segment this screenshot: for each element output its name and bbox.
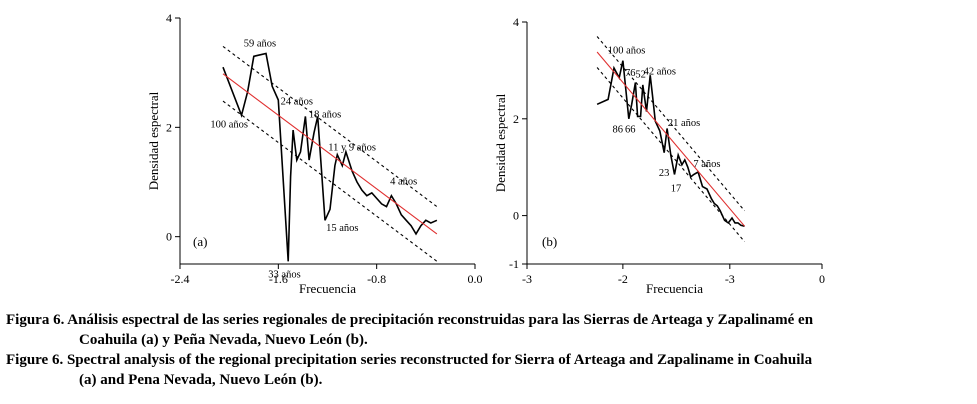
annotation-label: 7 años: [693, 159, 720, 170]
panel-label: (b): [542, 234, 557, 249]
caption-es-line2: Coahuila (a) y Peña Nevada, Nuevo León (…: [79, 331, 368, 349]
panel-label: (a): [193, 234, 207, 249]
annotation-label: 100 años: [608, 45, 646, 56]
annotation-label: 66: [625, 124, 636, 135]
annotation-label: 23: [659, 168, 670, 179]
chart-panel-b: -3 -2 -3 0 4 2 0 -1 Frecuencia Densidad espectral…: [493, 15, 825, 296]
x-tick-label: -0.8: [367, 272, 386, 286]
annotation-label: 11 y 9 años: [328, 142, 376, 153]
regression-line: [597, 52, 745, 226]
y-axis-label: Densidad espectral: [493, 93, 508, 192]
annotation-label: 33 años: [268, 270, 300, 281]
annotation-label: 24 años: [281, 96, 313, 107]
annotation-label: 86: [612, 124, 623, 135]
annotation-label: 18 años: [309, 109, 341, 120]
spectrum-line: [597, 61, 745, 227]
y-tick-label: 4: [166, 11, 172, 25]
y-tick-label: 4: [513, 15, 519, 29]
y-tick-label: 0: [166, 230, 172, 244]
annotation-label: 21 años: [668, 118, 700, 129]
annotation-label: 100 años: [210, 119, 248, 130]
annotation-label: 76: [625, 68, 636, 79]
caption-es-line1: Figura 6. Análisis espectral de las seri…: [6, 311, 813, 329]
x-tick-label: 0.0: [468, 272, 483, 286]
annotation-label: 4 años: [390, 177, 417, 188]
x-tick-label: -3: [725, 272, 735, 286]
y-tick-label: 0: [513, 209, 519, 223]
annotation-label: 15 años: [326, 223, 358, 234]
y-tick-label: 2: [513, 112, 519, 126]
x-tick-label: 0: [819, 272, 825, 286]
annotation-label: 59 años: [244, 38, 276, 49]
caption-en-line2: (a) and Pena Nevada, Nuevo León (b).: [79, 371, 322, 389]
y-tick-label: -1: [509, 257, 519, 271]
annotation-label: 17: [671, 183, 682, 194]
y-axis-label: Densidad espectral: [146, 91, 161, 190]
x-tick-label: -2.4: [171, 272, 190, 286]
y-tick-label: 2: [166, 120, 172, 134]
annotation-label: 42 años: [644, 66, 676, 77]
x-axis-label: Frecuencia: [646, 281, 703, 296]
x-tick-label: -3: [522, 272, 532, 286]
confidence-line: [597, 68, 745, 242]
x-axis-label: Frecuencia: [299, 281, 356, 296]
x-tick-label: -2: [618, 272, 628, 286]
caption-en-line1: Figure 6. Spectral analysis of the regio…: [6, 351, 812, 369]
